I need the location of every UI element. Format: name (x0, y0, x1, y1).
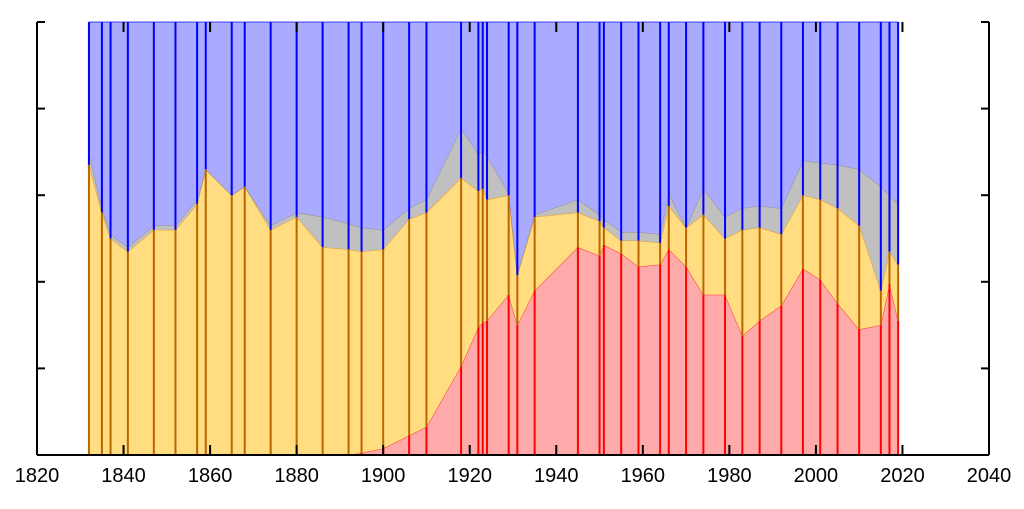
x-tick-label: 1900 (361, 465, 406, 487)
areas-layer (88, 21, 899, 456)
x-tick-label: 1940 (534, 465, 579, 487)
x-tick-label: 1980 (707, 465, 752, 487)
x-tick-label: 1840 (101, 465, 146, 487)
x-tick-label: 1920 (447, 465, 492, 487)
x-tick-label: 1960 (621, 465, 666, 487)
x-tick-label: 2040 (967, 465, 1012, 487)
vertical-lines-layer (87, 22, 900, 455)
tick-labels-layer: 1820 1840 1860 1880 1900 1920 1940 1960 1980 2000… (15, 465, 1012, 487)
x-tick-label: 1820 (15, 465, 60, 487)
area-red (88, 245, 899, 455)
axes-layer (36, 21, 990, 456)
area-blue (88, 22, 899, 274)
x-tick-label: 2000 (794, 465, 839, 487)
x-tick-label: 2020 (880, 465, 925, 487)
area-orange (88, 164, 899, 455)
x-tick-label: 1860 (188, 465, 233, 487)
x-tick-label: 1880 (274, 465, 319, 487)
